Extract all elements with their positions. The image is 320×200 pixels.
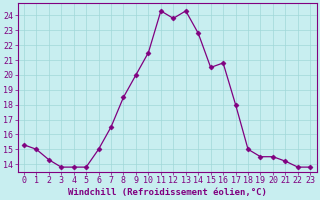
X-axis label: Windchill (Refroidissement éolien,°C): Windchill (Refroidissement éolien,°C) bbox=[68, 188, 267, 197]
